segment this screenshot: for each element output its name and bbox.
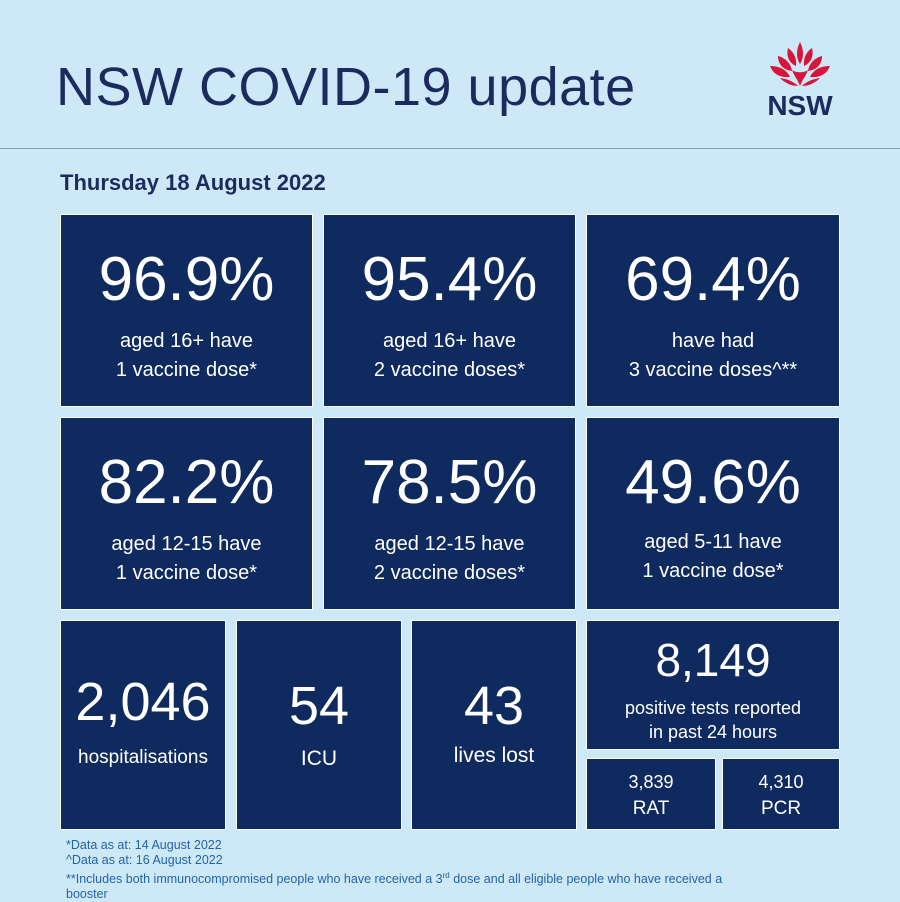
vaccine-tile-5to11-dose1: 49.6% aged 5-11 have 1 vaccine dose* (586, 417, 840, 610)
icu-value: 54 (288, 676, 350, 736)
hospitalisations-value: 2,046 (75, 672, 211, 732)
footnote-2: ^Data as at: 16 August 2022 (66, 853, 223, 867)
footnote-3-text: **Includes both immunocompromised people… (66, 872, 443, 886)
tile-value: 78.5% (361, 448, 538, 517)
tile-caption-line1: aged 16+ have (120, 330, 253, 352)
footnotes: *Data as at: 14 August 2022 ^Data as at:… (66, 838, 866, 902)
lives-lost-tile: 43 lives lost (411, 620, 577, 830)
positive-tests-line2: in past 24 hours (648, 722, 778, 742)
footnote-3-text-end: dose and all eligible people who have re… (449, 872, 723, 886)
vaccine-tile-12to15-dose2: 78.5% aged 12-15 have 2 vaccine doses* (323, 417, 576, 610)
logo-text: NSW (767, 90, 833, 121)
tile-caption-line1: have had (671, 330, 755, 352)
vaccine-tile-16plus-dose1: 96.9% aged 16+ have 1 vaccine dose* (60, 214, 313, 407)
footnote-1: *Data as at: 14 August 2022 (66, 838, 222, 852)
tile-value: 96.9% (98, 245, 275, 314)
vaccine-tile-16plus-dose2: 95.4% aged 16+ have 2 vaccine doses* (323, 214, 576, 407)
tile-caption-line1: aged 5-11 have (644, 531, 782, 553)
tile-caption-line2: 2 vaccine doses* (373, 359, 526, 381)
rat-label: RAT (632, 798, 670, 819)
lives-lost-label: lives lost (453, 744, 535, 767)
positive-tests-tile: 8,149 positive tests reported in past 24… (586, 620, 840, 750)
tile-caption-line2: 2 vaccine doses* (373, 562, 526, 584)
icu-label: ICU (300, 747, 338, 770)
positive-tests-line1: positive tests reported (624, 698, 802, 718)
hospitalisations-label: hospitalisations (78, 747, 208, 768)
tile-caption-line1: aged 16+ have (383, 330, 516, 352)
header: NSW COVID-19 update NSW (0, 0, 900, 149)
icu-tile: 54 ICU (236, 620, 402, 830)
report-date: Thursday 18 August 2022 (60, 170, 326, 195)
pcr-label: PCR (760, 798, 802, 819)
tile-value: 69.4% (625, 245, 801, 314)
vaccine-tile-dose3: 69.4% have had 3 vaccine doses^** (586, 214, 840, 407)
footnote-3-line2: booster (66, 887, 108, 901)
tile-caption-line2: 1 vaccine dose* (642, 560, 784, 582)
positive-tests-value: 8,149 (655, 634, 771, 686)
tile-caption-line1: aged 12-15 have (111, 533, 262, 555)
pcr-tile: 4,310 PCR (722, 758, 840, 830)
waratah-icon (770, 42, 830, 86)
lives-lost-value: 43 (463, 676, 525, 736)
nsw-logo: NSW (758, 40, 842, 124)
tile-caption-line1: aged 12-15 have (374, 533, 525, 555)
page-title: NSW COVID-19 update (56, 57, 636, 117)
footnote-3-sup: rd (442, 871, 450, 880)
tile-caption-line2: 1 vaccine dose* (115, 359, 258, 381)
tile-value: 49.6% (625, 448, 801, 517)
rat-tile: 3,839 RAT (586, 758, 716, 830)
footnote-3: **Includes both immunocompromised people… (66, 868, 866, 887)
tile-caption-line2: 3 vaccine doses^** (628, 359, 798, 381)
hospitalisations-tile: 2,046 hospitalisations (60, 620, 226, 830)
tile-value: 95.4% (361, 245, 538, 314)
tile-value: 82.2% (98, 448, 275, 517)
tile-caption-line2: 1 vaccine dose* (115, 562, 258, 584)
pcr-value: 4,310 (758, 772, 804, 792)
vaccine-tile-12to15-dose1: 82.2% aged 12-15 have 1 vaccine dose* (60, 417, 313, 610)
rat-value: 3,839 (628, 772, 674, 792)
